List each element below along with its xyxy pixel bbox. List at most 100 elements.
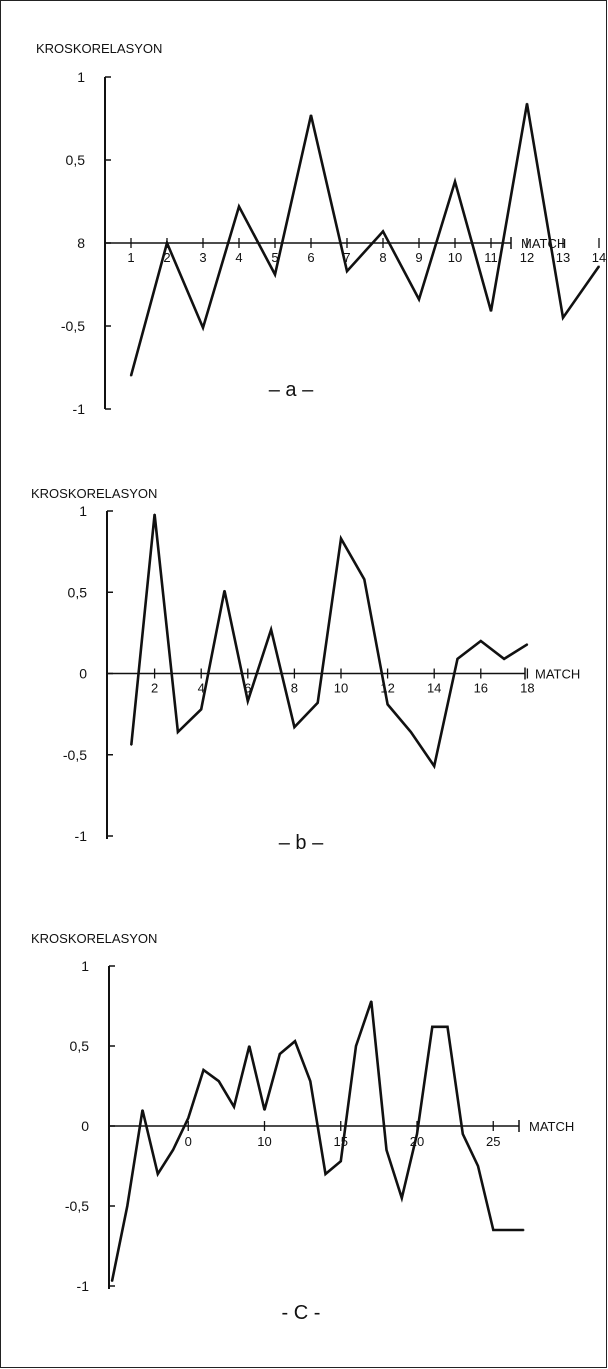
- data-point: [111, 1280, 113, 1282]
- data-point: [324, 1173, 327, 1175]
- data-point: [461, 1133, 464, 1135]
- x-tick-label: 10: [448, 250, 462, 265]
- data-point: [562, 316, 564, 319]
- data-point: [503, 658, 505, 660]
- x-tick-label: 6: [244, 681, 251, 696]
- data-point: [247, 700, 249, 702]
- data-point: [274, 273, 276, 276]
- data-point: [400, 1197, 403, 1199]
- panel-label: - C -: [282, 1302, 321, 1324]
- series-line: [110, 1000, 524, 1282]
- data-point: [370, 1000, 373, 1002]
- data-point: [263, 1109, 266, 1111]
- x-tick-label: 14: [427, 681, 441, 696]
- data-point: [416, 1133, 418, 1135]
- y-tick-label: -0,5: [63, 747, 87, 763]
- x-axis-label: MATCH: [535, 667, 580, 682]
- y-tick-label: 1: [77, 69, 85, 85]
- data-point: [130, 744, 133, 746]
- y-tick-label: 0,5: [70, 1038, 90, 1054]
- data-point: [346, 270, 348, 273]
- data-point: [166, 242, 168, 244]
- data-point: [507, 1229, 510, 1231]
- data-point: [480, 640, 482, 642]
- data-point: [386, 703, 389, 706]
- series-line: [129, 103, 601, 377]
- data-point: [418, 298, 420, 301]
- y-tick-label: 0,5: [68, 584, 88, 600]
- data-point: [238, 205, 240, 208]
- data-point: [309, 1080, 312, 1082]
- data-point: [522, 1229, 525, 1231]
- data-point: [177, 731, 179, 733]
- y-tick-label: 0: [81, 1118, 89, 1134]
- y-tick-label: -1: [73, 401, 86, 417]
- data-point: [126, 1205, 129, 1207]
- data-point: [233, 1106, 235, 1108]
- x-tick-label: 4: [198, 681, 205, 696]
- y-tick-label: -1: [77, 1278, 90, 1294]
- x-tick-label: 11: [484, 250, 498, 265]
- y-axis-label: KROSKORELASYON: [31, 931, 157, 946]
- data-point: [316, 701, 319, 704]
- x-tick-label: 14: [592, 250, 606, 265]
- data-point: [270, 628, 272, 631]
- data-point: [153, 513, 156, 516]
- x-tick-label: 10: [334, 681, 348, 696]
- data-point: [141, 1109, 144, 1111]
- x-tick-label: 1: [127, 250, 134, 265]
- data-point: [433, 765, 436, 767]
- data-point: [477, 1165, 479, 1167]
- data-point: [223, 589, 226, 592]
- y-tick-label: 8: [77, 235, 85, 251]
- data-point: [248, 1045, 251, 1047]
- x-tick-label: 4: [235, 250, 242, 265]
- data-point: [293, 726, 296, 728]
- x-tick-label: 15: [334, 1134, 348, 1149]
- data-point: [446, 1026, 449, 1028]
- x-axis-label: MATCH: [521, 236, 566, 251]
- data-point: [202, 1069, 205, 1071]
- x-tick-label: 8: [291, 681, 298, 696]
- x-tick-label: 18: [520, 681, 534, 696]
- x-tick-label: 5: [271, 250, 278, 265]
- y-tick-label: 0: [79, 666, 87, 682]
- x-axis-label: MATCH: [529, 1119, 574, 1134]
- data-point: [363, 578, 366, 581]
- x-tick-label: 2: [163, 250, 170, 265]
- data-point: [526, 643, 529, 646]
- data-point: [355, 1045, 357, 1047]
- y-tick-label: 1: [79, 503, 87, 519]
- y-tick-label: 1: [81, 958, 89, 974]
- x-tick-label: 0: [185, 1134, 192, 1149]
- data-point: [431, 1026, 434, 1028]
- data-point: [130, 375, 132, 377]
- data-point: [200, 708, 202, 711]
- data-point: [156, 1173, 159, 1175]
- x-tick-label: 25: [486, 1134, 500, 1149]
- data-point: [310, 114, 312, 116]
- data-point: [410, 731, 412, 733]
- data-point: [598, 265, 600, 268]
- x-tick-label: 13: [556, 250, 570, 265]
- data-point: [490, 310, 492, 312]
- x-tick-label: 7: [343, 250, 350, 265]
- y-tick-label: -1: [75, 828, 88, 844]
- y-tick-label: -0,5: [61, 318, 85, 334]
- x-tick-label: 2: [151, 681, 158, 696]
- panel-label: – b –: [279, 832, 324, 854]
- data-point: [456, 658, 459, 660]
- x-tick-label: 3: [199, 250, 206, 265]
- data-point: [294, 1040, 296, 1042]
- x-tick-label: 16: [474, 681, 488, 696]
- data-point: [217, 1080, 220, 1082]
- x-tick-label: 9: [415, 250, 422, 265]
- data-point: [385, 1149, 388, 1151]
- y-tick-label: -0,5: [65, 1198, 89, 1214]
- x-tick-label: 6: [307, 250, 314, 265]
- panel-label: – a –: [269, 379, 314, 401]
